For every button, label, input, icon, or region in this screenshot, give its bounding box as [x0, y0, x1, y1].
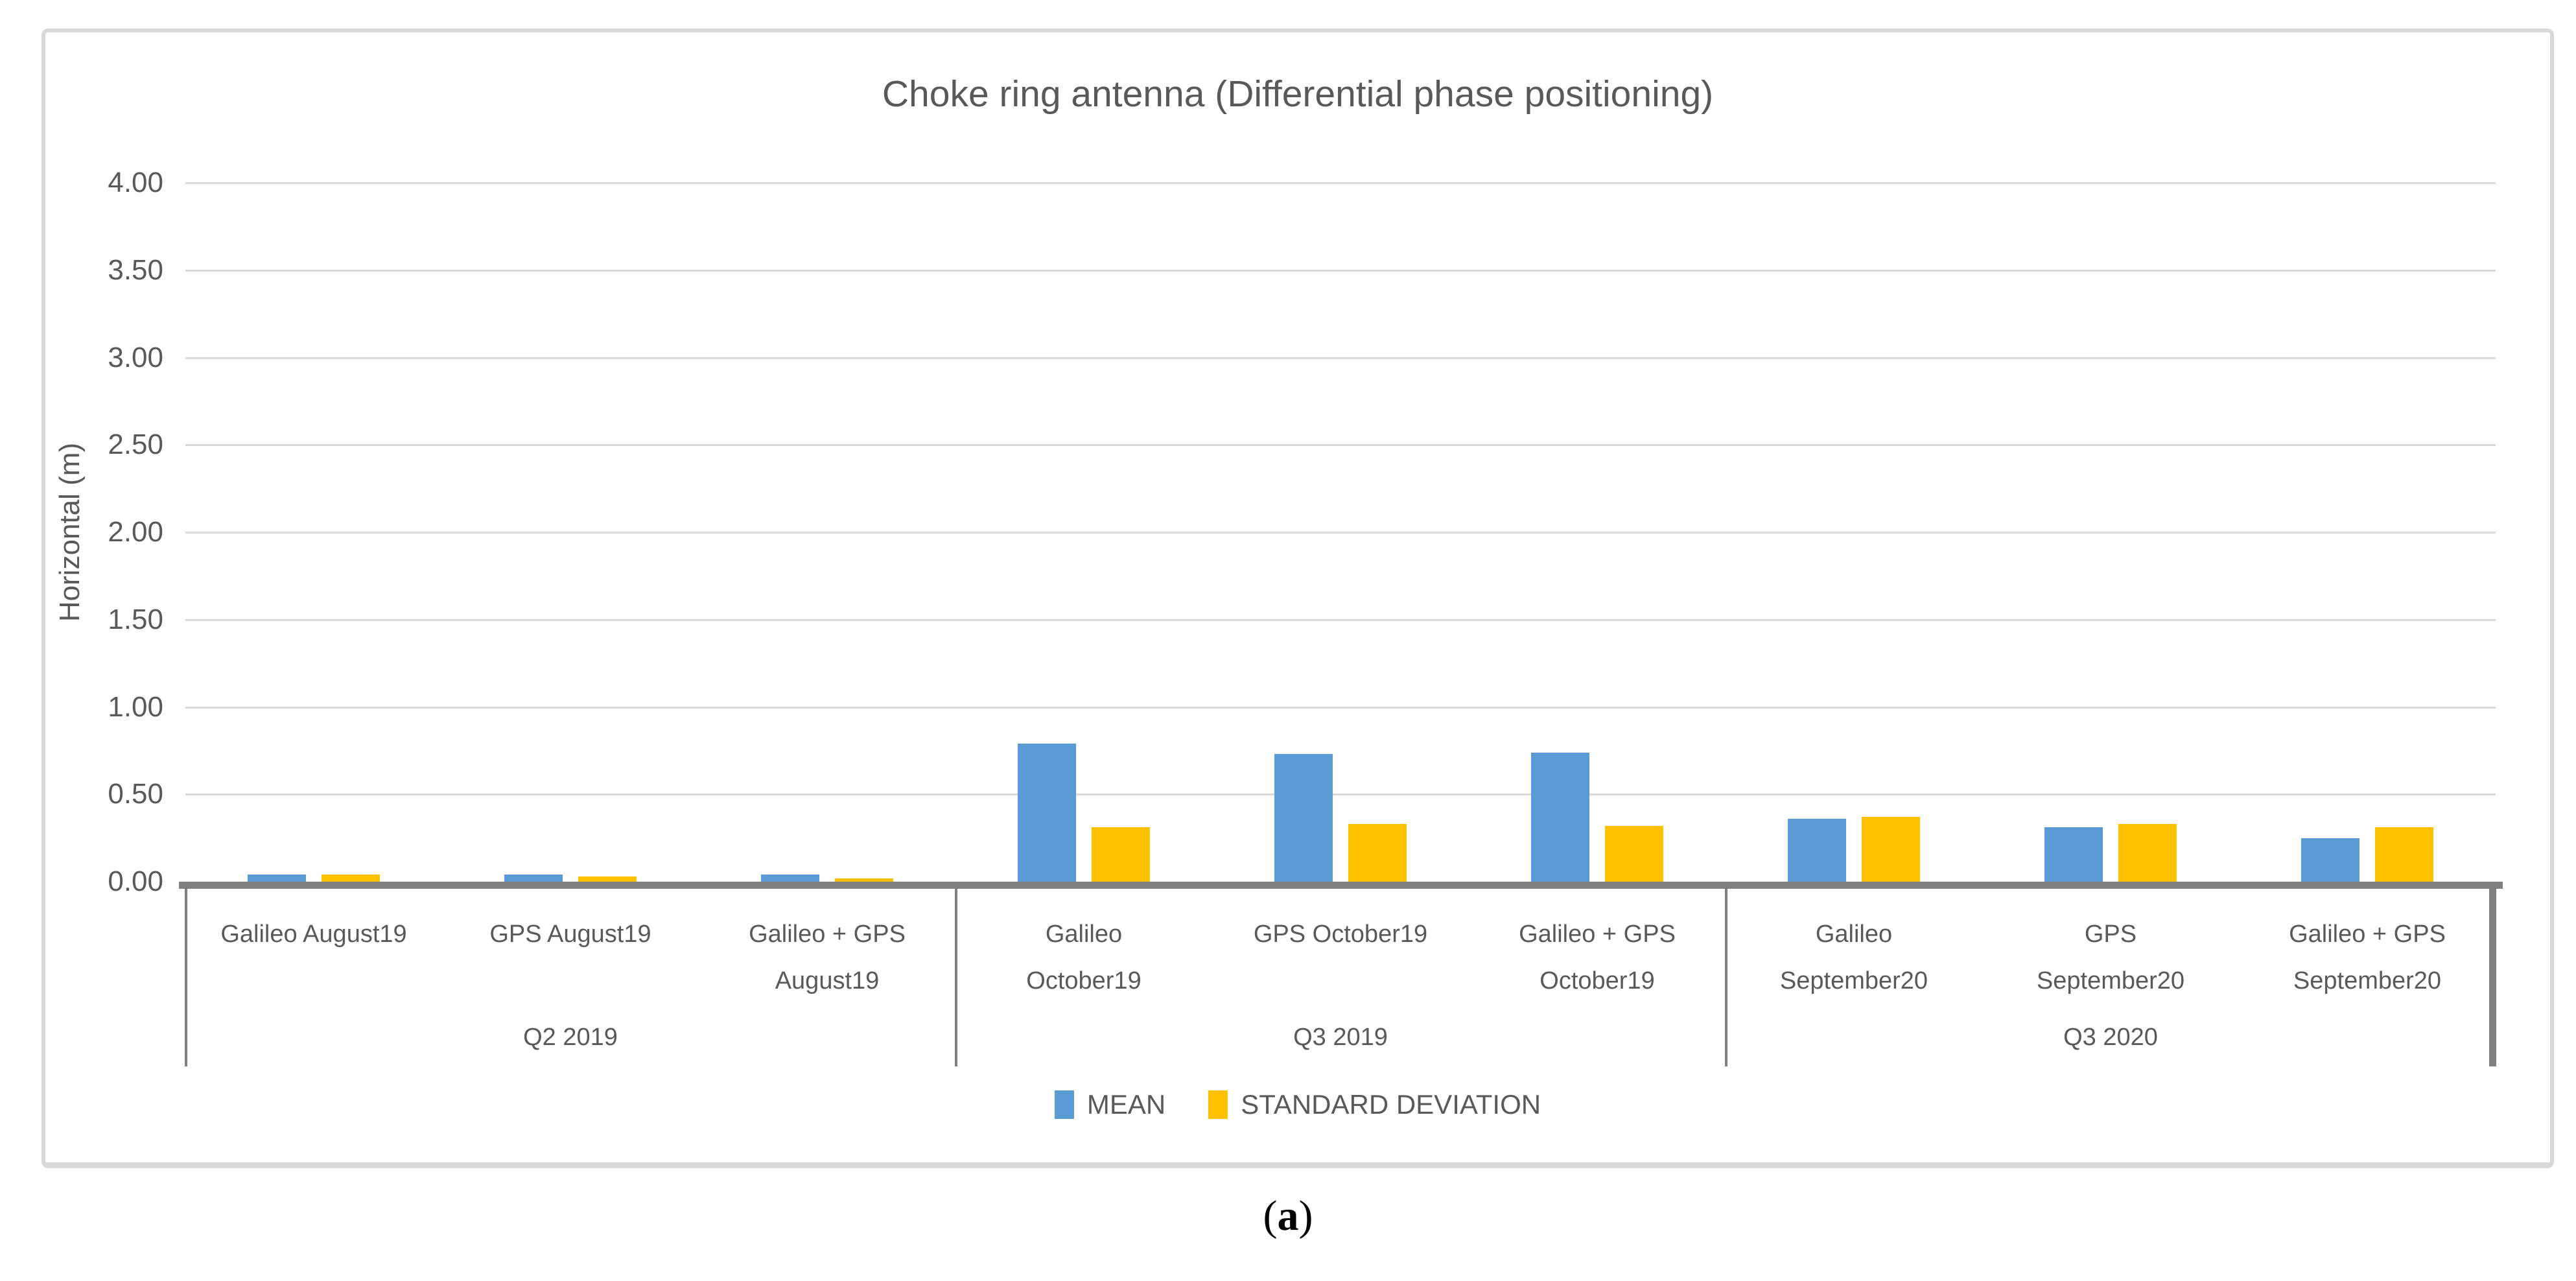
y-gridline [185, 618, 2496, 621]
y-gridline [185, 269, 2496, 272]
y-gridline [185, 532, 2496, 534]
bar-mean [504, 875, 563, 882]
category-label-line: Galileo [1045, 921, 1123, 948]
category-label: GPS October19 [1212, 911, 1469, 958]
bar-mean [761, 875, 819, 882]
category-label-line: Galileo [1815, 921, 1893, 948]
category-label-line: GPS [2084, 921, 2137, 948]
x-axis-line [179, 882, 2503, 889]
y-tick-label: 0.50 [108, 778, 163, 810]
category-label: Galileo September20 [1726, 911, 1982, 1004]
legend-item: STANDARD DEVIATION [1208, 1089, 1541, 1120]
bar-stdev [1348, 824, 1407, 882]
category-label-line: GPS August19 [489, 921, 651, 948]
legend-swatch-icon [1054, 1090, 1074, 1119]
category-label-line: August19 [775, 967, 880, 994]
category-label: Galileo + GPS September20 [2239, 911, 2496, 1004]
bar-mean [1531, 753, 1589, 882]
bar-mean [1018, 744, 1076, 882]
y-gridline [185, 793, 2496, 796]
category-label-line: October19 [1026, 967, 1142, 994]
bar-stdev [835, 878, 893, 882]
y-tick-label: 0.00 [108, 865, 163, 897]
bar-mean [248, 875, 306, 882]
y-tick-label: 2.50 [108, 429, 163, 461]
bar-stdev [1862, 817, 1920, 882]
y-tick-label: 1.50 [108, 603, 163, 635]
category-label: Galileo + GPS August19 [699, 911, 955, 1004]
category-label-line: October19 [1540, 967, 1655, 994]
y-gridline [185, 357, 2496, 359]
bar-mean [2301, 838, 2359, 882]
chart-frame: Choke ring antenna (Differential phase p… [41, 29, 2554, 1168]
y-tick-label: 4.00 [108, 167, 163, 198]
y-tick-label: 3.00 [108, 341, 163, 373]
category-label: Galileo August19 [185, 911, 442, 958]
y-tick-label: 2.00 [108, 516, 163, 548]
bar-mean [1788, 819, 1846, 882]
bar-stdev [1605, 826, 1663, 882]
category-label-line: September20 [1779, 967, 1928, 994]
y-gridline [185, 706, 2496, 709]
group-divider [955, 888, 957, 1066]
legend-label: MEAN [1086, 1089, 1166, 1120]
chart-title: Choke ring antenna (Differential phase p… [882, 73, 1714, 115]
legend: MEAN STANDARD DEVIATION [45, 1088, 2550, 1122]
category-label: Galileo + GPS October19 [1469, 911, 1726, 1004]
axis-right-border [2489, 888, 2496, 1066]
bar-mean [1274, 754, 1333, 882]
bar-stdev [322, 875, 380, 882]
category-label-line: GPS October19 [1253, 921, 1428, 948]
caption-open-paren: ( [1263, 1192, 1278, 1240]
y-gridline [185, 444, 2496, 447]
bar-mean [2044, 827, 2103, 882]
legend-swatch-icon [1208, 1090, 1228, 1119]
bar-stdev [1092, 827, 1150, 882]
bar-stdev [578, 876, 637, 882]
category-label-line: Galileo + GPS [1519, 921, 1676, 948]
category-label-line: September20 [2293, 967, 2442, 994]
y-tick-label: 3.50 [108, 253, 163, 286]
category-label-line: Galileo + GPS [2289, 921, 2446, 948]
category-label: GPS August19 [442, 911, 699, 958]
group-label: Q2 2019 [523, 1024, 618, 1051]
y-tick-label: 1.00 [108, 690, 163, 723]
category-label-line: Galileo + GPS [749, 921, 906, 948]
figure-caption: (a) [0, 1192, 2576, 1241]
caption-close-paren: ) [1298, 1192, 1313, 1240]
caption-letter: a [1277, 1192, 1299, 1240]
category-label: GPS September20 [1982, 911, 2239, 1004]
legend-label: STANDARD DEVIATION [1241, 1089, 1541, 1120]
category-label: Galileo October19 [955, 911, 1212, 1004]
legend-item: MEAN [1054, 1089, 1166, 1120]
bar-stdev [2118, 824, 2177, 882]
axis-left-border [185, 888, 187, 1066]
category-label-line: Galileo August19 [220, 921, 407, 948]
category-label-line: September20 [2036, 967, 2185, 994]
group-divider [1725, 888, 1727, 1066]
y-gridline [185, 182, 2496, 184]
bar-stdev [2375, 827, 2433, 882]
group-label: Q3 2019 [1293, 1024, 1388, 1051]
group-label: Q3 2020 [2063, 1024, 2158, 1051]
